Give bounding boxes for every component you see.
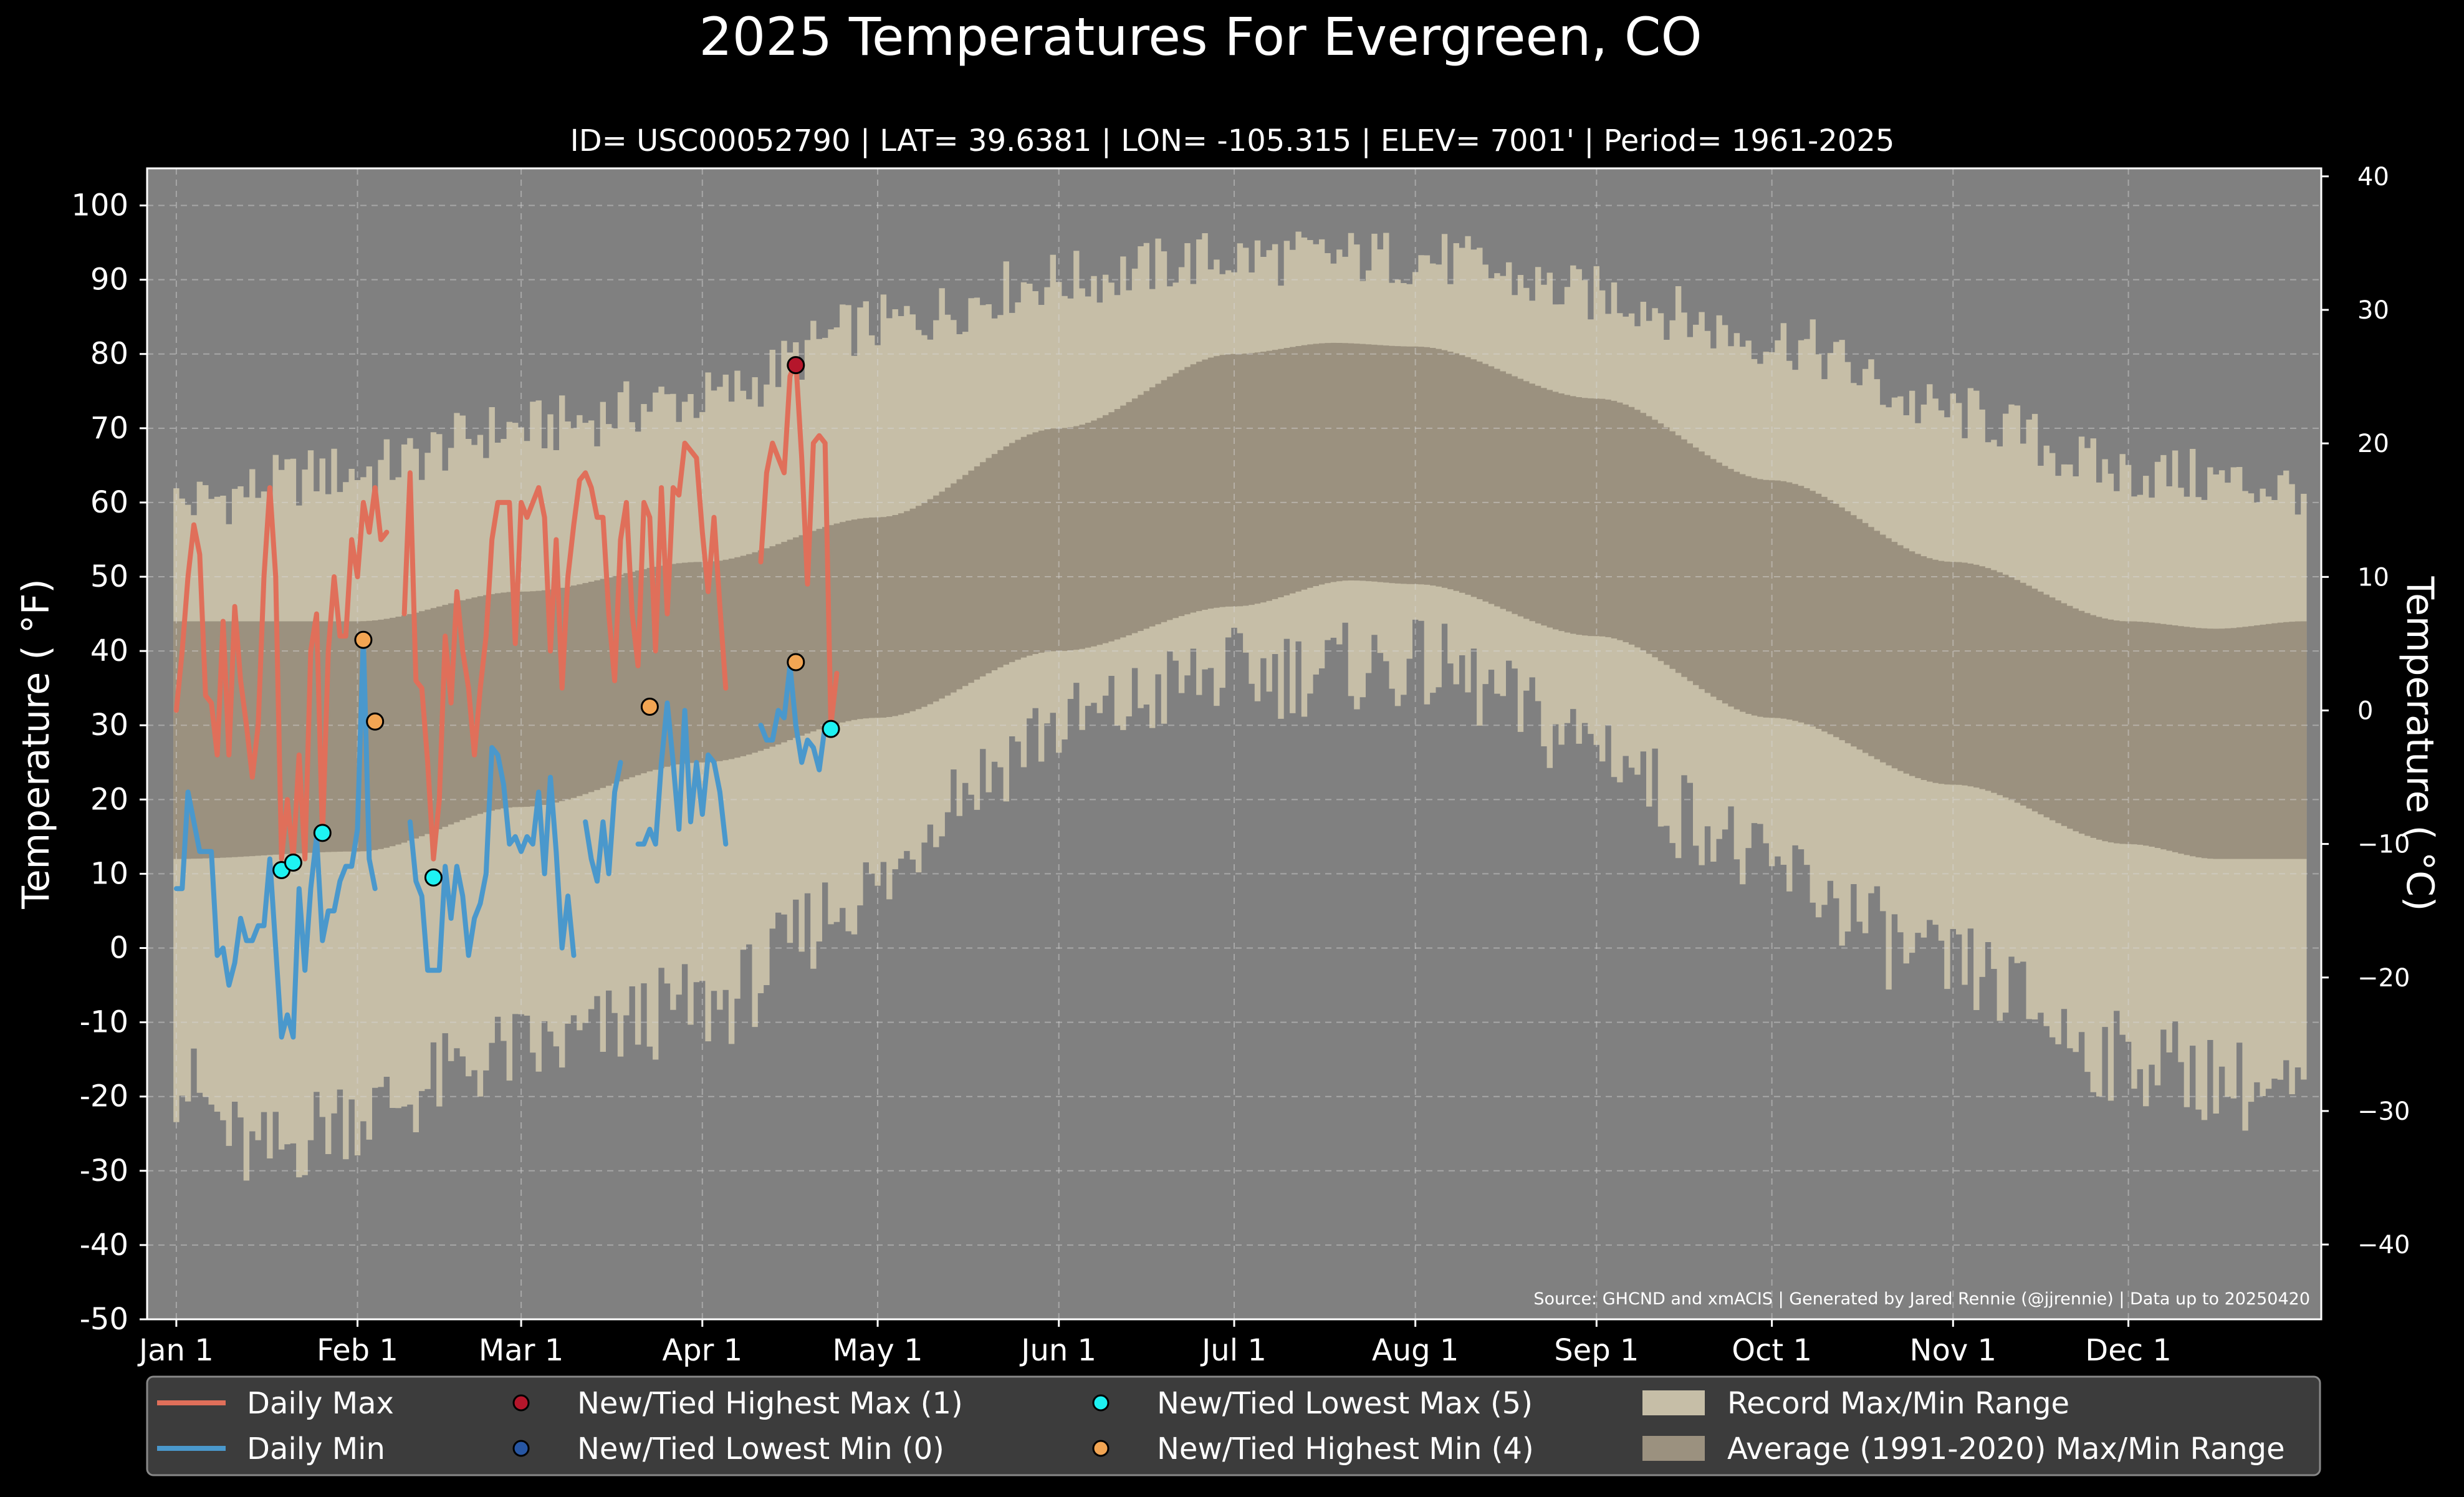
- y-tick-label: -20: [80, 1079, 128, 1114]
- legend-swatch-band: [1642, 1436, 1705, 1461]
- legend-swatch-marker: [512, 1440, 530, 1457]
- y-tick-label-right: −20: [2357, 964, 2410, 993]
- y-tick-label: 90: [90, 262, 128, 297]
- y-tick-label: 70: [90, 411, 128, 446]
- y-tick-label: 50: [90, 559, 128, 594]
- x-tick-label: Oct 1: [1732, 1333, 1812, 1368]
- legend-label: New/Tied Highest Min (4): [1157, 1432, 1534, 1466]
- record-marker: [354, 630, 373, 649]
- legend-label: Daily Max: [247, 1386, 394, 1421]
- x-tick-label: Sep 1: [1554, 1333, 1639, 1368]
- y-tick-label-right: 10: [2357, 563, 2389, 592]
- legend-label: Daily Min: [247, 1432, 385, 1466]
- series-line-daily-max: [173, 359, 840, 862]
- record-max-min-band: [173, 231, 2307, 1181]
- record-marker: [424, 868, 443, 887]
- x-tick-label: Jun 1: [1019, 1333, 1096, 1368]
- legend-label: New/Tied Lowest Min (0): [577, 1432, 944, 1466]
- average-max-min-band: [173, 342, 2307, 859]
- x-tick-label: Mar 1: [479, 1333, 563, 1368]
- y-tick-label-right: −10: [2357, 830, 2410, 859]
- x-axis: Jan 1 Feb 1 Mar 1 Apr 1 May 1 Jun 1 Jul 1 Aug 1…: [137, 1319, 2172, 1368]
- y-tick-label: 80: [90, 337, 128, 372]
- y-tick-label-right: −40: [2357, 1231, 2410, 1259]
- x-tick-label: Jan 1: [137, 1333, 214, 1368]
- legend-label: Average (1991-2020) Max/Min Range: [1727, 1432, 2285, 1466]
- y-tick-label: 100: [71, 188, 128, 223]
- y-tick-label-right: 0: [2357, 696, 2373, 725]
- legend-swatch-marker: [1092, 1440, 1110, 1457]
- x-tick-label: Jul 1: [1200, 1333, 1267, 1368]
- legend-label: Record Max/Min Range: [1727, 1386, 2069, 1421]
- left-axis-label: Temperature ( °F): [14, 579, 58, 910]
- record-marker: [822, 720, 840, 738]
- record-marker: [313, 824, 332, 842]
- record-marker: [787, 356, 805, 375]
- y-tick-label: 10: [90, 856, 128, 891]
- y-tick-label: 60: [90, 485, 128, 520]
- x-tick-label: Dec 1: [2085, 1333, 2172, 1368]
- record-markers: [272, 356, 840, 887]
- plot-area: Source: GHCND and xmACIS | Generated by …: [146, 167, 2323, 1321]
- y-tick-label: -30: [80, 1153, 128, 1188]
- x-tick-label: Apr 1: [662, 1333, 742, 1368]
- legend-swatch-marker: [1092, 1394, 1110, 1412]
- left-y-axis: -50 -40 -30 -20 -10 0 10 20 30 40 50 60 70 80 90 100: [71, 188, 147, 1337]
- y-tick-label: 0: [109, 931, 128, 966]
- y-tick-label-right: −30: [2357, 1097, 2410, 1126]
- legend-label: New/Tied Lowest Max (5): [1157, 1386, 1533, 1421]
- record-marker: [640, 697, 659, 716]
- grid-lines: [147, 168, 2321, 1320]
- y-tick-label: -10: [80, 1005, 128, 1040]
- record-marker: [787, 653, 805, 671]
- y-tick-label: -40: [80, 1228, 128, 1263]
- y-tick-label: 40: [90, 633, 128, 668]
- y-tick-label-right: 40: [2357, 163, 2389, 191]
- legend-swatch-marker: [512, 1394, 530, 1412]
- y-tick-label-right: 30: [2357, 296, 2389, 325]
- legend-label: New/Tied Highest Max (1): [577, 1386, 963, 1421]
- x-tick-label: Feb 1: [317, 1333, 398, 1368]
- x-tick-label: Aug 1: [1372, 1333, 1459, 1368]
- y-tick-label: 20: [90, 782, 128, 817]
- right-axis-label: Temperature ( °C): [2398, 576, 2442, 912]
- record-marker: [284, 854, 302, 872]
- right-y-axis: −40 −30 −20 −10 0 10 20 30 40: [2321, 163, 2410, 1259]
- x-tick-label: Nov 1: [1910, 1333, 1997, 1368]
- legend-box: [146, 1375, 2321, 1476]
- chart-subtitle: ID= USC00052790 | LAT= 39.6381 | LON= -1…: [570, 123, 1895, 158]
- source-note: Source: GHCND and xmACIS | Generated by …: [1533, 1289, 2310, 1309]
- chart-title: 2025 Temperatures For Evergreen, CO: [699, 6, 1702, 67]
- y-tick-label: -50: [80, 1302, 128, 1337]
- y-tick-label-right: 20: [2357, 430, 2389, 458]
- series-layer: [173, 359, 840, 1040]
- record-marker: [366, 712, 385, 731]
- legend-swatch-band: [1642, 1390, 1705, 1415]
- series-line-daily-min: [173, 633, 828, 1040]
- y-tick-label: 30: [90, 708, 128, 743]
- legend: Daily Max Daily Min New/Tied Highest Max (…: [146, 1375, 2321, 1476]
- x-tick-label: May 1: [833, 1333, 923, 1368]
